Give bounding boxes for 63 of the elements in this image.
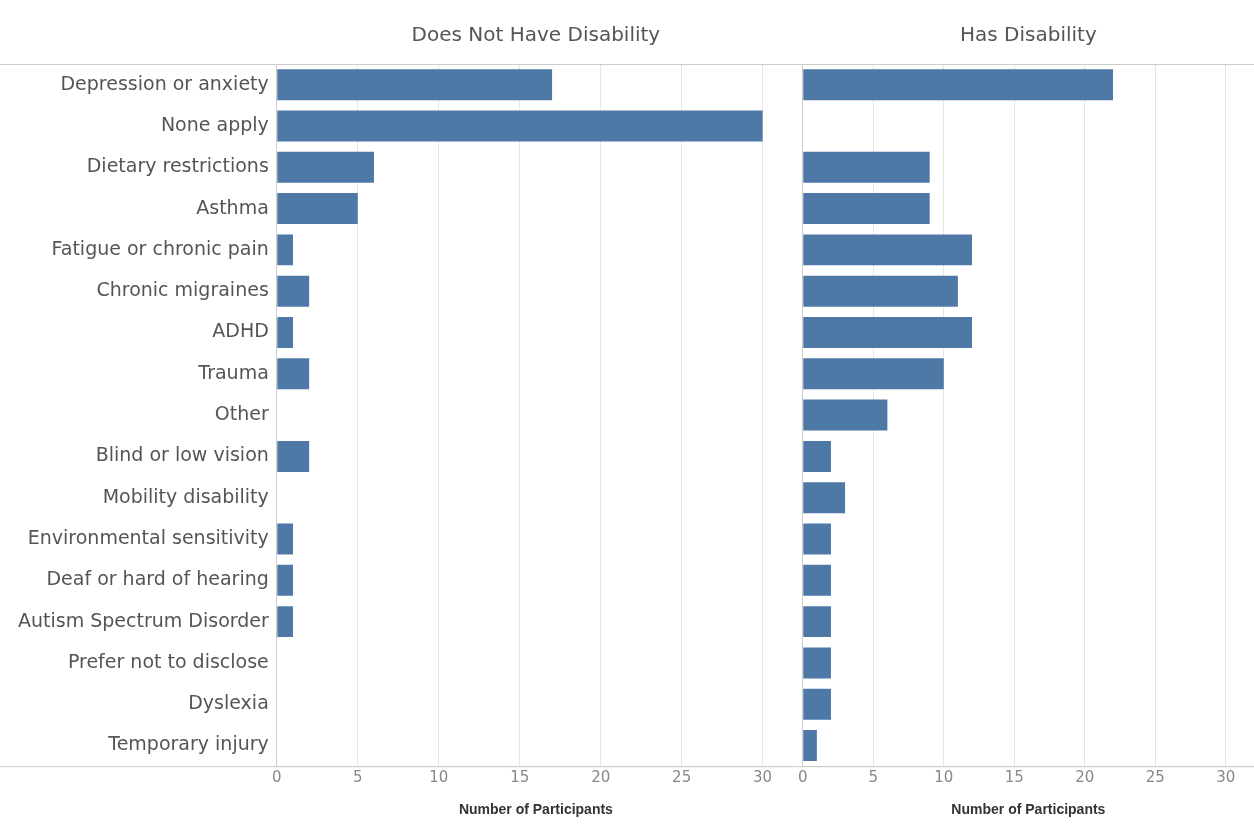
- x-tick-label: 25: [672, 768, 692, 787]
- y-tick-label: Asthma: [196, 195, 269, 218]
- y-tick-label: Other: [214, 402, 269, 425]
- bar: [277, 110, 763, 142]
- bar: [803, 606, 831, 638]
- bar: [277, 234, 293, 266]
- y-tick-label: Fatigue or chronic pain: [51, 236, 269, 259]
- bar: [277, 358, 310, 390]
- bar: [277, 275, 310, 307]
- x-tick-label: 0: [272, 768, 282, 787]
- bar: [803, 193, 930, 225]
- bar: [803, 317, 972, 348]
- bar: [277, 193, 358, 225]
- y-tick-label: Deaf or hard of hearing: [46, 567, 269, 590]
- bar: [803, 440, 831, 472]
- x-tick-label: 15: [1004, 768, 1024, 787]
- y-tick-label: Prefer not to disclose: [67, 649, 269, 672]
- y-tick-label: Mobility disability: [102, 484, 269, 507]
- y-tick-label: Chronic migraines: [96, 278, 269, 301]
- bar: [277, 440, 310, 472]
- x-tick-label: 20: [1075, 768, 1095, 787]
- chart-title: Does Not Have Disability: [411, 22, 661, 47]
- x-tick-label: 20: [591, 768, 611, 787]
- y-tick-label: Environmental sensitivity: [27, 525, 269, 548]
- bar: [277, 317, 293, 348]
- x-tick-label: 25: [1145, 768, 1165, 787]
- chart-title: Has Disability: [960, 22, 1097, 47]
- y-tick-label: None apply: [160, 112, 269, 135]
- x-tick-label: 30: [753, 768, 773, 787]
- bar: [803, 275, 958, 307]
- bar: [803, 647, 831, 679]
- x-tick-label: 30: [1216, 768, 1236, 787]
- y-tick-label: Autism Spectrum Disorder: [18, 608, 269, 631]
- x-tick-label: 5: [352, 768, 363, 787]
- bar: [803, 358, 944, 390]
- bar: [803, 399, 888, 431]
- y-tick-label: Temporary injury: [107, 732, 269, 755]
- bar: [803, 523, 831, 555]
- bar: [277, 151, 374, 183]
- y-tick-label: ADHD: [212, 319, 269, 342]
- bar: [277, 564, 293, 596]
- bar: [277, 523, 293, 555]
- x-axis-title: Number of Participants: [458, 801, 614, 818]
- bar: [277, 606, 293, 638]
- x-tick-label: 10: [429, 768, 449, 787]
- bar: [803, 688, 831, 720]
- bar: [803, 69, 1113, 101]
- y-tick-label: Dyslexia: [188, 691, 269, 714]
- bar: [803, 564, 831, 596]
- y-tick-label: Dietary restrictions: [86, 154, 269, 177]
- x-tick-label: 15: [510, 768, 530, 787]
- bar: [277, 69, 553, 101]
- x-axis-title: Number of Participants: [951, 801, 1106, 818]
- bar: [803, 151, 930, 183]
- bar: [803, 234, 972, 266]
- x-tick-label: 10: [934, 768, 954, 787]
- bar: [803, 482, 846, 514]
- bar: [803, 730, 817, 762]
- y-tick-label: Trauma: [197, 360, 269, 383]
- y-tick-label: Blind or low vision: [95, 443, 269, 466]
- x-tick-label: 0: [798, 768, 808, 787]
- y-tick-label: Depression or anxiety: [60, 71, 269, 94]
- x-tick-label: 5: [868, 768, 879, 787]
